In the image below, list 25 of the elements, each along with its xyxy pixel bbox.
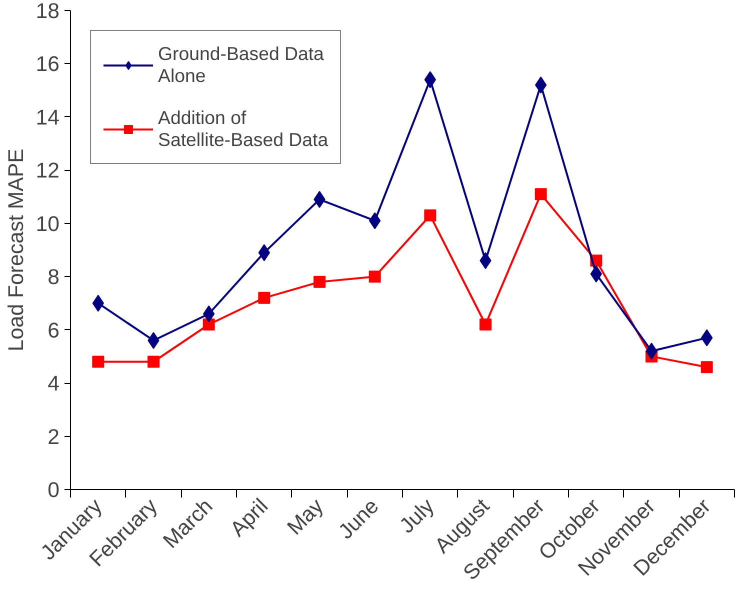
y-tick-label: 8 bbox=[48, 265, 60, 290]
legend-label: Ground-Based Data Alone bbox=[158, 43, 324, 87]
y-tick-label: 10 bbox=[36, 212, 60, 236]
point bbox=[148, 356, 160, 368]
point bbox=[480, 318, 492, 331]
point bbox=[700, 361, 713, 374]
x-tick-label: July bbox=[394, 494, 439, 538]
y-tick-label: 4 bbox=[48, 372, 60, 396]
point bbox=[314, 276, 326, 288]
legend-label: Addition of Satellite-Based Data bbox=[158, 107, 328, 151]
x-tick-label: May bbox=[282, 494, 328, 540]
y-tick-label: 14 bbox=[36, 105, 60, 130]
y-tick-label: 12 bbox=[36, 158, 60, 183]
point bbox=[202, 318, 215, 331]
y-tick-label: 18 bbox=[36, 0, 60, 23]
point bbox=[92, 356, 104, 368]
point bbox=[534, 188, 547, 200]
y-tick-label: 6 bbox=[48, 318, 60, 342]
point bbox=[258, 292, 270, 304]
point bbox=[424, 209, 436, 222]
y-tick-label: 16 bbox=[36, 52, 60, 76]
y-axis-title: Load Forecast MAPE bbox=[4, 148, 28, 352]
y-tick-label: 0 bbox=[48, 478, 60, 502]
point bbox=[368, 270, 381, 283]
y-tick-label: 2 bbox=[48, 424, 60, 449]
